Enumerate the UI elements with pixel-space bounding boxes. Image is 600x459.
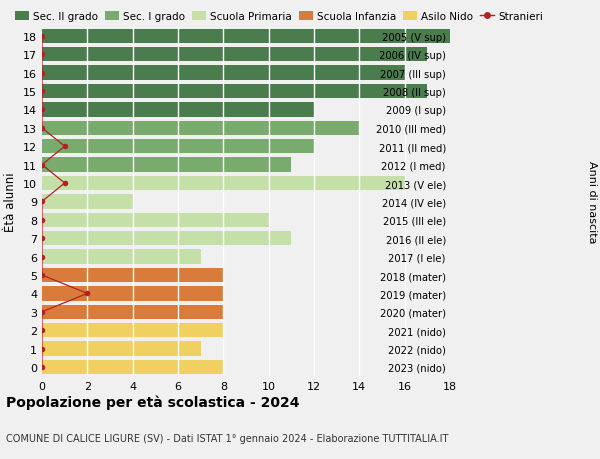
Bar bbox=[42, 250, 200, 264]
Bar bbox=[42, 103, 314, 118]
Y-axis label: Ètà alunni: Ètà alunni bbox=[4, 172, 17, 232]
Bar bbox=[42, 66, 404, 81]
Bar bbox=[42, 341, 200, 356]
Legend: Sec. II grado, Sec. I grado, Scuola Primaria, Scuola Infanzia, Asilo Nido, Stran: Sec. II grado, Sec. I grado, Scuola Prim… bbox=[11, 7, 547, 26]
Bar bbox=[42, 305, 223, 319]
Bar bbox=[42, 158, 292, 173]
Bar bbox=[42, 176, 404, 191]
Bar bbox=[42, 121, 359, 136]
Bar bbox=[42, 286, 223, 301]
Text: Popolazione per età scolastica - 2024: Popolazione per età scolastica - 2024 bbox=[6, 395, 299, 409]
Text: COMUNE DI CALICE LIGURE (SV) - Dati ISTAT 1° gennaio 2024 - Elaborazione TUTTITA: COMUNE DI CALICE LIGURE (SV) - Dati ISTA… bbox=[6, 433, 448, 442]
Bar bbox=[42, 231, 292, 246]
Bar bbox=[42, 195, 133, 209]
Bar bbox=[42, 268, 223, 283]
Bar bbox=[42, 48, 427, 62]
Bar bbox=[42, 360, 223, 375]
Bar bbox=[42, 323, 223, 338]
Bar bbox=[42, 29, 450, 44]
Bar bbox=[42, 84, 427, 99]
Bar bbox=[42, 213, 269, 228]
Bar bbox=[42, 140, 314, 154]
Text: Anni di nascita: Anni di nascita bbox=[587, 161, 597, 243]
